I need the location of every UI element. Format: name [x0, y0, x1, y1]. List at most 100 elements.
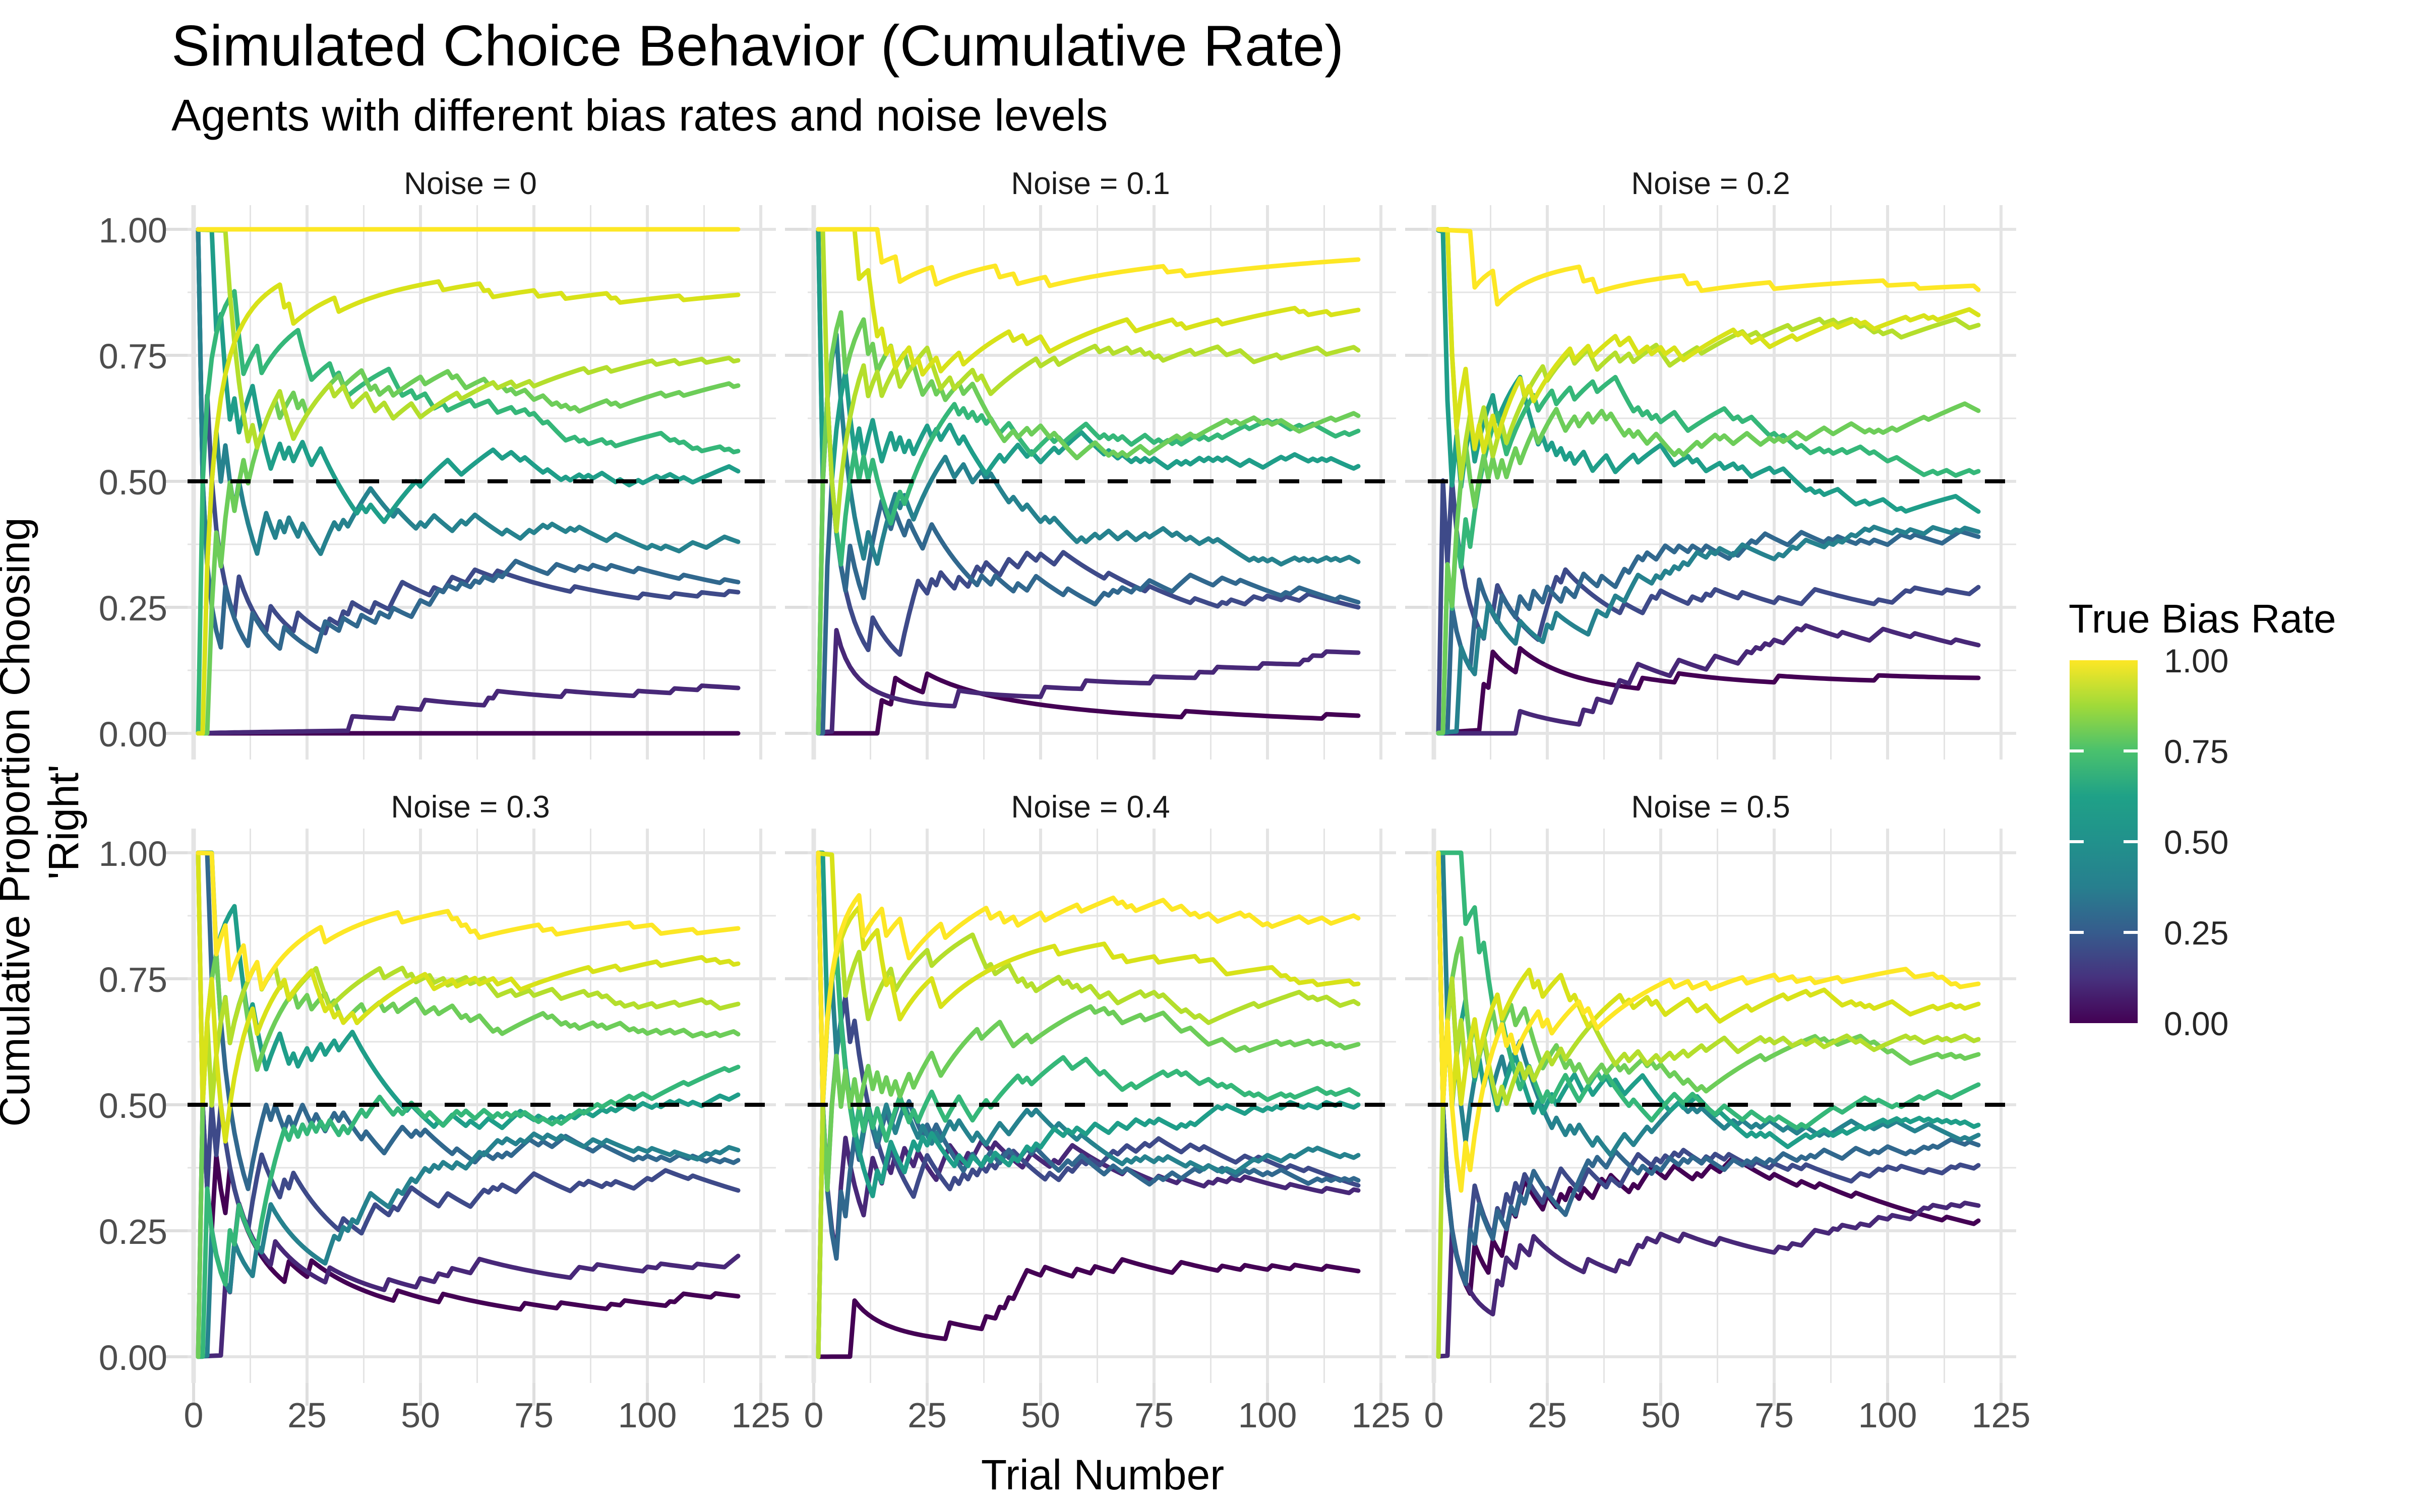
y-tick-label: 0.00 — [98, 715, 167, 754]
chart-title: Simulated Choice Behavior (Cumulative Ra… — [171, 14, 1344, 78]
x-tick-label: 100 — [618, 1396, 677, 1435]
y-tick-label: 0.00 — [98, 1338, 167, 1377]
x-tick-label: 0 — [184, 1396, 204, 1435]
x-tick-label: 0 — [1424, 1396, 1444, 1435]
trace-bias-0.1 — [1436, 1201, 1981, 1359]
trace-bias-0.3 — [196, 850, 741, 1191]
legend-colorbar-tick — [2070, 931, 2084, 934]
x-tick-label: 100 — [1238, 1396, 1297, 1435]
trace-bias-0.3 — [816, 480, 1361, 736]
trace-bias-0.6 — [1436, 374, 1981, 736]
trace-bias-0.5 — [816, 850, 1361, 1199]
facet-panel-0 — [165, 205, 776, 760]
trace-bias-0.2 — [196, 850, 741, 1236]
y-tick-label: 0.25 — [98, 589, 167, 628]
legend-tick-label: 0.00 — [2164, 1005, 2229, 1042]
trace-bias-0.3 — [1436, 529, 1981, 735]
trace-bias-0.2 — [816, 227, 1361, 657]
trace-bias-0.4 — [196, 1131, 741, 1359]
trace-bias-0.4 — [196, 227, 741, 568]
trace-bias-1 — [816, 850, 1361, 1105]
trace-bias-0.8 — [1436, 976, 1981, 1359]
trace-bias-0.1 — [196, 683, 741, 736]
trace-bias-1 — [1436, 851, 1981, 1193]
legend-colorbar-tick — [2124, 749, 2138, 752]
trace-bias-0.8 — [196, 227, 741, 450]
trace-bias-0.6 — [196, 1064, 741, 1359]
x-tick-label: 25 — [908, 1396, 947, 1435]
x-tick-label: 0 — [804, 1396, 824, 1435]
trace-bias-0.1 — [816, 627, 1361, 735]
trace-bias-0.2 — [816, 850, 1361, 1199]
trace-bias-0.7 — [816, 310, 1361, 736]
x-tick-label: 75 — [1754, 1396, 1794, 1435]
trace-bias-0.8 — [816, 932, 1361, 1359]
y-tick-label: 1.00 — [98, 834, 167, 873]
trace-bias-0.4 — [816, 332, 1361, 736]
trace-bias-0.3 — [816, 851, 1361, 1261]
trace-bias-0 — [196, 1102, 741, 1359]
facet-panel-0.4 — [785, 829, 1396, 1406]
legend-colorbar-tick — [2124, 931, 2138, 934]
legend-colorbar-tick — [2070, 840, 2084, 843]
facet-label: Noise = 0.5 — [1631, 790, 1790, 825]
trace-bias-0.4 — [1436, 525, 1981, 735]
legend-colorbar-tick — [2070, 749, 2084, 752]
trace-bias-0.9 — [816, 851, 1361, 1022]
x-tick-label: 125 — [731, 1396, 791, 1435]
x-axis-title: Trial Number — [981, 1451, 1225, 1498]
trace-bias-0.3 — [1436, 850, 1981, 1286]
x-tick-label: 50 — [401, 1396, 440, 1435]
trace-bias-0.8 — [816, 227, 1361, 534]
legend-tick-label: 0.50 — [2164, 824, 2229, 861]
y-tick-label: 0.75 — [98, 337, 167, 376]
facet-label: Noise = 0.2 — [1631, 166, 1790, 201]
trace-bias-0.1 — [196, 1201, 741, 1359]
y-tick-label: 0.50 — [98, 1086, 167, 1125]
trace-bias-0.9 — [1436, 227, 1981, 455]
trace-bias-0.9 — [196, 279, 741, 736]
legend-tick-label: 0.75 — [2164, 733, 2229, 770]
trace-bias-0.5 — [816, 227, 1361, 483]
trace-bias-0.2 — [196, 227, 741, 636]
facet-label: Noise = 0.3 — [391, 790, 550, 825]
trace-bias-1 — [1436, 227, 1981, 307]
facet-panel-0.3 — [165, 829, 776, 1406]
facet-label: Noise = 0.1 — [1011, 166, 1170, 201]
facet-panel-0.5 — [1405, 829, 2016, 1406]
trace-bias-0 — [816, 671, 1361, 736]
chart-subtitle: Agents with different bias rates and noi… — [171, 90, 1108, 140]
x-tick-label: 75 — [514, 1396, 554, 1435]
x-tick-label: 50 — [1641, 1396, 1680, 1435]
legend-colorbar-tick — [2124, 840, 2138, 843]
x-tick-label: 125 — [1351, 1396, 1411, 1435]
facet-panel-0.1 — [785, 205, 1396, 760]
legend-tick-label: 1.00 — [2164, 642, 2229, 679]
x-tick-label: 25 — [1528, 1396, 1567, 1435]
y-tick-label: 0.50 — [98, 463, 167, 502]
trace-bias-1 — [816, 227, 1361, 288]
trace-bias-0.5 — [1436, 228, 1981, 514]
trace-bias-0.1 — [1436, 623, 1981, 736]
trace-bias-0.5 — [196, 227, 741, 524]
trace-bias-0 — [816, 1257, 1361, 1359]
trace-bias-0.6 — [196, 289, 741, 736]
trace-bias-0.7 — [196, 368, 741, 736]
x-tick-label: 75 — [1134, 1396, 1174, 1435]
legend-title: True Bias Rate — [2069, 596, 2336, 641]
y-tick-label: 0.25 — [98, 1212, 167, 1251]
x-tick-label: 25 — [287, 1396, 327, 1435]
trace-bias-1 — [196, 850, 741, 991]
x-tick-label: 100 — [1858, 1396, 1917, 1435]
facet-panel-0.2 — [1405, 205, 2016, 760]
y-tick-label: 0.75 — [98, 960, 167, 999]
legend-tick-label: 0.25 — [2164, 914, 2229, 952]
x-tick-label: 50 — [1021, 1396, 1060, 1435]
facet-label: Noise = 0.4 — [1011, 790, 1170, 825]
trace-bias-0.3 — [196, 227, 741, 654]
trace-bias-0.5 — [196, 850, 741, 1130]
trace-bias-0.9 — [196, 850, 741, 1144]
trace-bias-0.9 — [1436, 850, 1981, 1107]
x-tick-label: 125 — [1971, 1396, 2031, 1435]
